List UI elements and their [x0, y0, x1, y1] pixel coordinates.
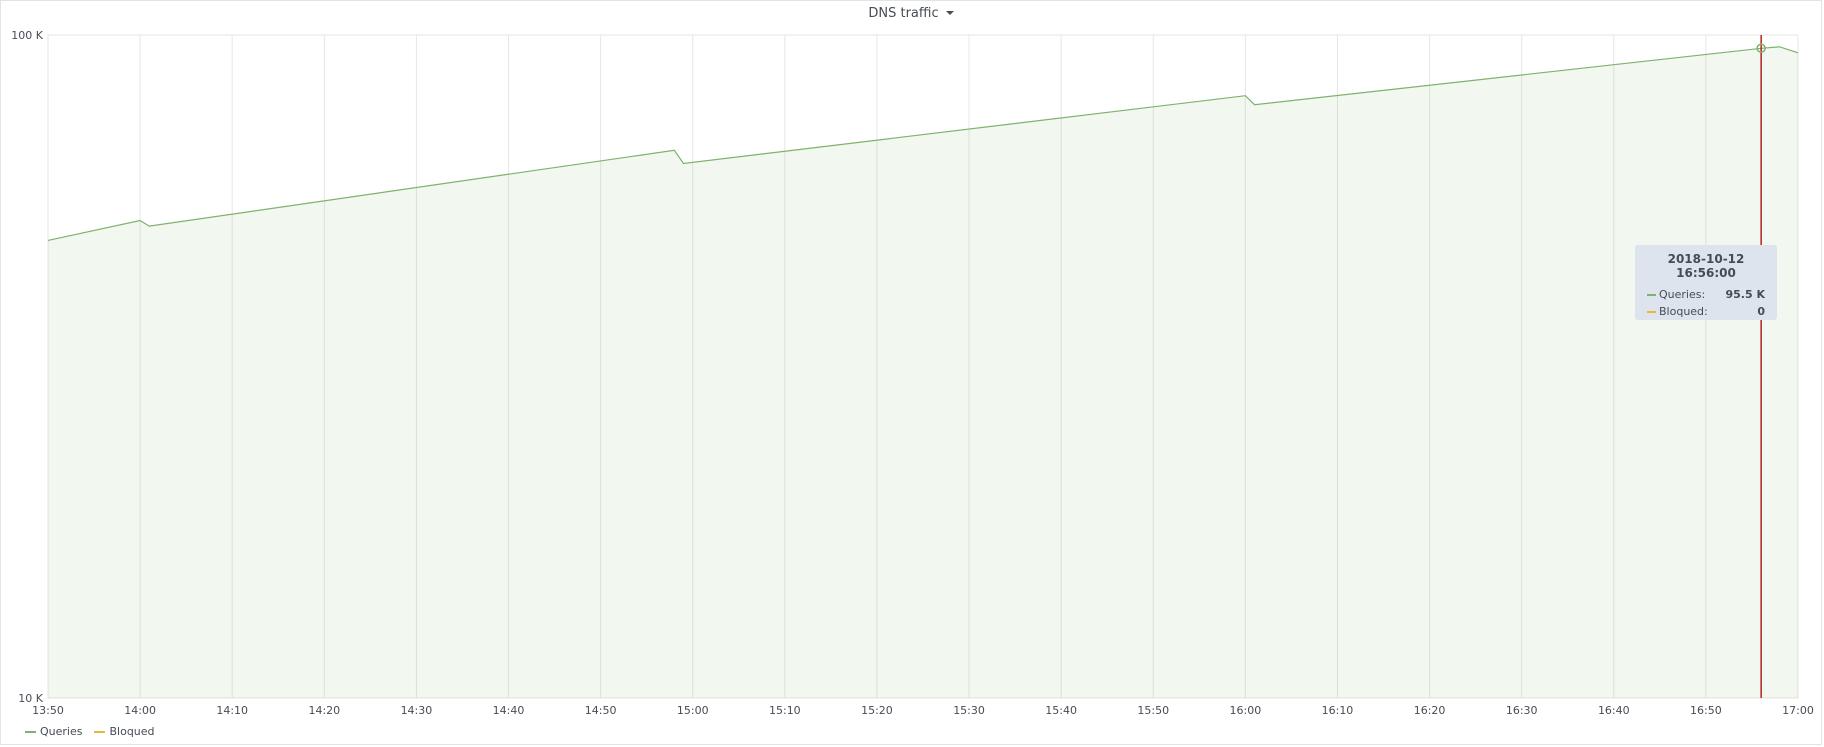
- x-tick-label: 14:20: [308, 704, 340, 717]
- legend-label-queries[interactable]: Queries: [40, 725, 83, 738]
- series-area-queries: [48, 46, 1798, 699]
- series-line-queries: [47, 46, 1799, 241]
- tooltip-label-queries: Queries:: [1659, 288, 1706, 301]
- x-tick-label: 16:40: [1598, 704, 1630, 717]
- panel-title[interactable]: DNS traffic: [1, 4, 1821, 24]
- hover-tooltip: 2018-10-12 16:56:00 Queries: 95.5 K Bloq…: [1635, 245, 1777, 320]
- tooltip-swatch-bloqued: [1647, 310, 1656, 313]
- x-tick-label: 15:50: [1137, 704, 1169, 717]
- hover-point: [1756, 43, 1766, 54]
- legend-swatch-queries: [25, 730, 36, 733]
- x-tick-label: 15:10: [769, 704, 801, 717]
- x-tick-label: 14:40: [493, 704, 525, 717]
- tooltip-value-bloqued: 0: [1757, 305, 1765, 318]
- x-tick-label: 13:50: [32, 704, 64, 717]
- x-tick-label: 15:00: [677, 704, 709, 717]
- x-tick-label: 16:10: [1322, 704, 1354, 717]
- x-tick-label: 16:00: [1230, 704, 1262, 717]
- y-tick-label: 10 K: [18, 692, 43, 705]
- x-tick-label: 15:20: [861, 704, 893, 717]
- y-tick-label: 100 K: [11, 29, 43, 42]
- tooltip-label-bloqued: Bloqued:: [1659, 305, 1708, 318]
- x-tick-label: 15:30: [953, 704, 985, 717]
- x-tick-label: 16:20: [1414, 704, 1446, 717]
- legend-swatch-bloqued: [94, 730, 106, 733]
- panel-title-text[interactable]: DNS traffic: [868, 6, 939, 21]
- tooltip-timestamp: 2018-10-12 16:56:00: [1667, 252, 1745, 280]
- legend-item-queries[interactable]: Queries: [25, 725, 82, 738]
- legend-label-bloqued[interactable]: Bloqued: [109, 725, 155, 738]
- x-tick-label: 14:10: [216, 704, 248, 717]
- x-tick-label: 16:50: [1690, 704, 1722, 717]
- chevron-down-icon[interactable]: [945, 10, 954, 15]
- x-tick-label: 14:00: [124, 704, 156, 717]
- tooltip-row-queries: Queries: 95.5 K: [1647, 286, 1765, 303]
- legend-item-bloqued[interactable]: Bloqued: [94, 725, 155, 738]
- x-tick-label: 16:30: [1506, 704, 1538, 717]
- tooltip-swatch-queries: [1647, 293, 1656, 296]
- x-tick-label: 14:50: [585, 704, 617, 717]
- legend: Queries Bloqued: [25, 725, 155, 738]
- x-tick-label: 14:30: [401, 704, 433, 717]
- tooltip-row-bloqued: Bloqued: 0: [1647, 303, 1765, 320]
- tooltip-value-queries: 95.5 K: [1725, 288, 1766, 301]
- x-tick-label: 17:00: [1782, 704, 1814, 717]
- x-tick-label: 15:40: [1045, 704, 1077, 717]
